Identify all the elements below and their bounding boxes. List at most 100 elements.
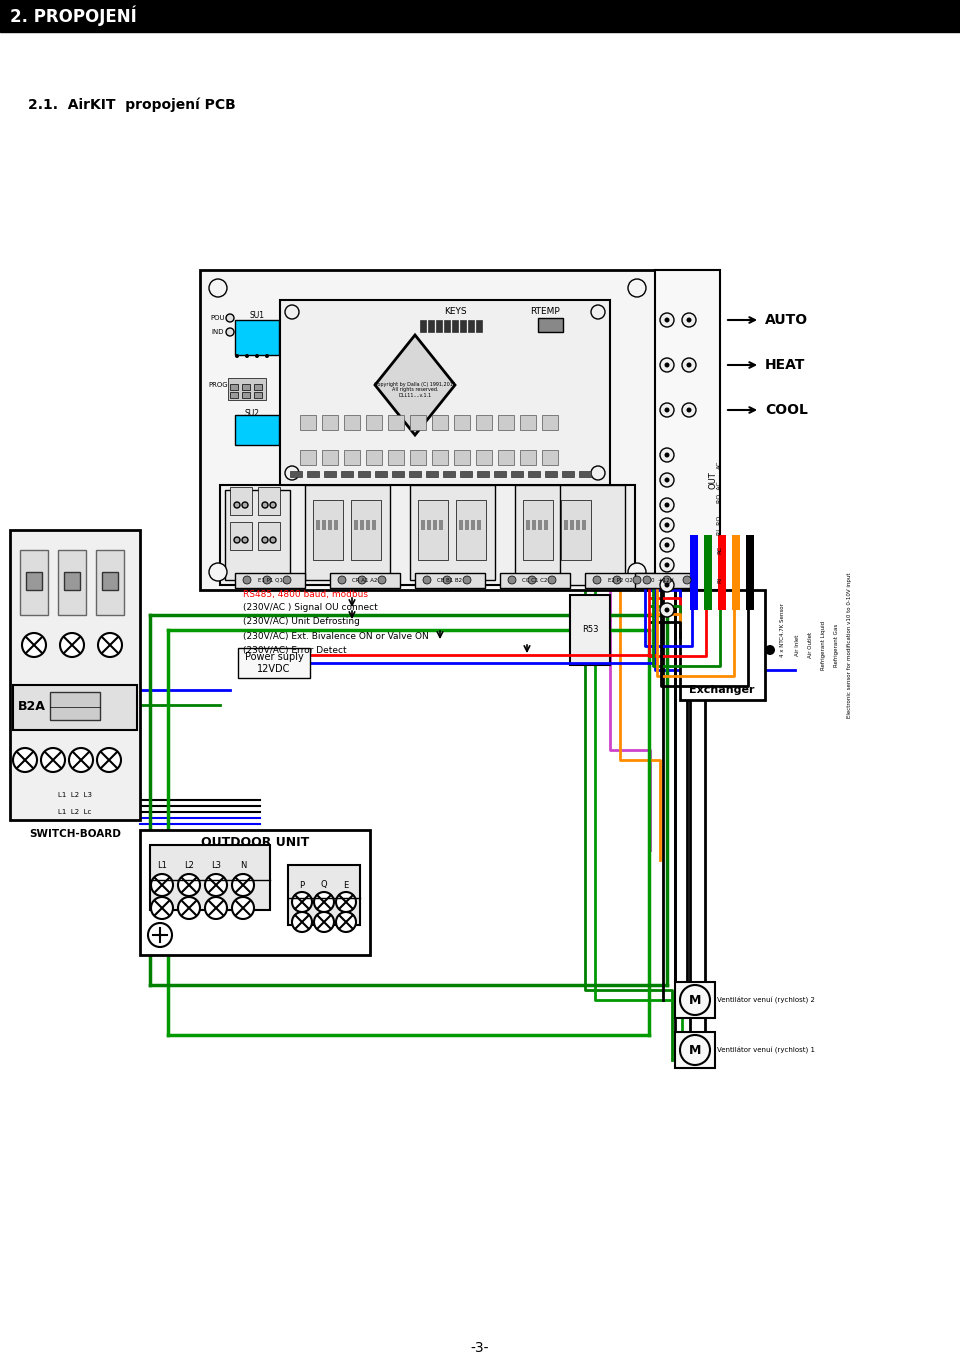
Bar: [230, 391, 238, 398]
Bar: [258, 487, 280, 516]
Circle shape: [660, 537, 674, 552]
Bar: [444, 321, 450, 331]
Circle shape: [664, 522, 669, 528]
Text: KEYS: KEYS: [444, 307, 467, 316]
Bar: [432, 415, 448, 430]
Circle shape: [178, 898, 200, 919]
Text: L1  L2  Lc: L1 L2 Lc: [59, 809, 92, 816]
Bar: [290, 471, 302, 477]
Circle shape: [664, 408, 669, 412]
Circle shape: [463, 576, 471, 584]
Circle shape: [265, 355, 269, 357]
Bar: [324, 471, 336, 477]
Circle shape: [765, 645, 775, 655]
Circle shape: [660, 558, 674, 572]
Text: 4 x NTC4.7K Sensor: 4 x NTC4.7K Sensor: [780, 603, 785, 657]
Text: Exchanger: Exchanger: [689, 685, 755, 696]
Bar: [415, 573, 485, 588]
Circle shape: [226, 314, 234, 322]
Circle shape: [548, 576, 556, 584]
Bar: [443, 471, 455, 477]
Bar: [96, 550, 124, 615]
Bar: [635, 573, 690, 588]
Circle shape: [443, 576, 451, 584]
Circle shape: [613, 576, 621, 584]
Bar: [354, 520, 358, 531]
Circle shape: [358, 576, 366, 584]
Bar: [280, 300, 610, 486]
Circle shape: [242, 537, 248, 543]
Circle shape: [209, 280, 227, 297]
Circle shape: [336, 913, 356, 932]
Circle shape: [262, 537, 268, 543]
Bar: [468, 321, 474, 331]
Circle shape: [151, 874, 173, 896]
Bar: [351, 501, 381, 561]
Bar: [150, 846, 270, 910]
Bar: [561, 501, 591, 561]
Circle shape: [255, 355, 259, 357]
Bar: [459, 520, 463, 531]
Bar: [476, 450, 492, 465]
Bar: [50, 692, 100, 720]
Bar: [388, 450, 404, 465]
Circle shape: [660, 498, 674, 512]
Bar: [538, 318, 563, 331]
Bar: [341, 471, 353, 477]
Bar: [258, 522, 280, 550]
Circle shape: [628, 280, 646, 297]
Polygon shape: [375, 336, 455, 435]
Circle shape: [664, 502, 669, 507]
Bar: [410, 486, 495, 580]
Circle shape: [314, 913, 334, 932]
Circle shape: [660, 518, 674, 532]
Text: Electronic sensor for modification v10 to 0-10V input: Electronic sensor for modification v10 t…: [847, 573, 852, 717]
Bar: [10, 531, 140, 820]
Circle shape: [60, 633, 84, 657]
Circle shape: [22, 633, 46, 657]
Bar: [570, 595, 610, 666]
Text: M: M: [689, 993, 701, 1007]
Circle shape: [242, 502, 248, 507]
Text: RI: RI: [717, 577, 722, 582]
Bar: [746, 535, 754, 610]
Bar: [58, 550, 86, 615]
Bar: [655, 270, 720, 591]
Bar: [375, 471, 387, 477]
Bar: [538, 520, 542, 531]
Bar: [542, 415, 558, 430]
Bar: [140, 831, 370, 955]
Text: SU1: SU1: [250, 311, 265, 319]
Circle shape: [98, 633, 122, 657]
Bar: [477, 471, 489, 477]
Bar: [366, 450, 382, 465]
Text: OUT: OUT: [708, 471, 717, 488]
Bar: [254, 391, 262, 398]
Text: 2. PROPOJENÍ: 2. PROPOJENÍ: [10, 5, 136, 26]
Circle shape: [664, 453, 669, 457]
Circle shape: [283, 576, 291, 584]
Bar: [242, 391, 250, 398]
Circle shape: [234, 502, 240, 507]
Bar: [476, 415, 492, 430]
Bar: [392, 471, 404, 477]
Bar: [454, 450, 470, 465]
Text: AUTO: AUTO: [765, 312, 808, 327]
Bar: [428, 321, 434, 331]
Bar: [432, 450, 448, 465]
Bar: [288, 865, 360, 925]
Text: L2: L2: [184, 861, 194, 869]
Bar: [0, 0, 960, 31]
Circle shape: [423, 576, 431, 584]
Bar: [230, 487, 252, 516]
Bar: [228, 378, 266, 400]
Bar: [358, 471, 370, 477]
Circle shape: [628, 563, 646, 581]
Bar: [316, 520, 320, 531]
Text: L1  L2  L3: L1 L2 L3: [58, 792, 92, 798]
Bar: [476, 321, 482, 331]
Bar: [307, 471, 319, 477]
Text: COOL: COOL: [765, 402, 808, 417]
Text: CC C1 C2: CC C1 C2: [522, 577, 548, 582]
Circle shape: [686, 363, 691, 367]
